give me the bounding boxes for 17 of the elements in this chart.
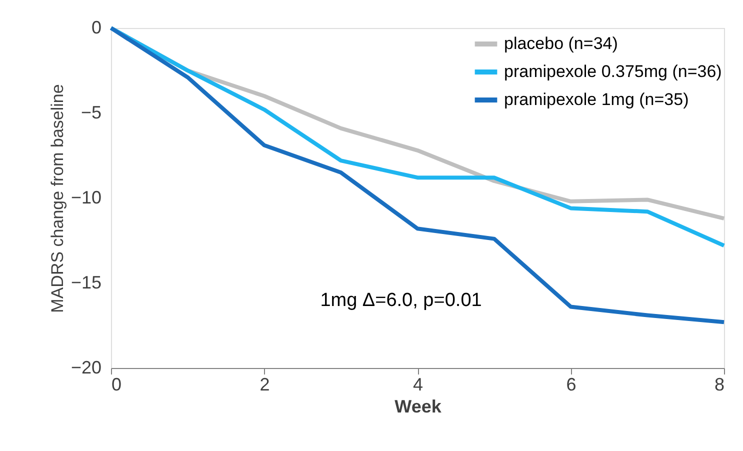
annotation: 1mg Δ=6.0, p=0.01 — [320, 290, 482, 311]
y-tick-label: −20 — [70, 358, 102, 378]
y-tick-label: −10 — [70, 188, 102, 208]
x-tick-label: 8 — [714, 374, 724, 394]
y-axis-title: MADRS change from baseline — [48, 84, 67, 313]
x-tick-label: 6 — [566, 374, 576, 394]
x-tick-label: 0 — [112, 374, 122, 394]
line-series — [109, 26, 726, 324]
y-tick-label: 0 — [91, 18, 102, 38]
legend-label: pramipexole 1mg (n=35) — [504, 90, 689, 109]
legend-label: pramipexole 0.375mg (n=36) — [504, 62, 722, 81]
x-axis-title: Week — [394, 396, 442, 416]
y-tick-label: −5 — [80, 102, 102, 122]
x-tick-label: 2 — [260, 374, 270, 394]
y-tick-label: −15 — [70, 272, 102, 292]
x-tick-label: 4 — [412, 374, 424, 394]
legend-label: placebo (n=34) — [504, 34, 618, 53]
